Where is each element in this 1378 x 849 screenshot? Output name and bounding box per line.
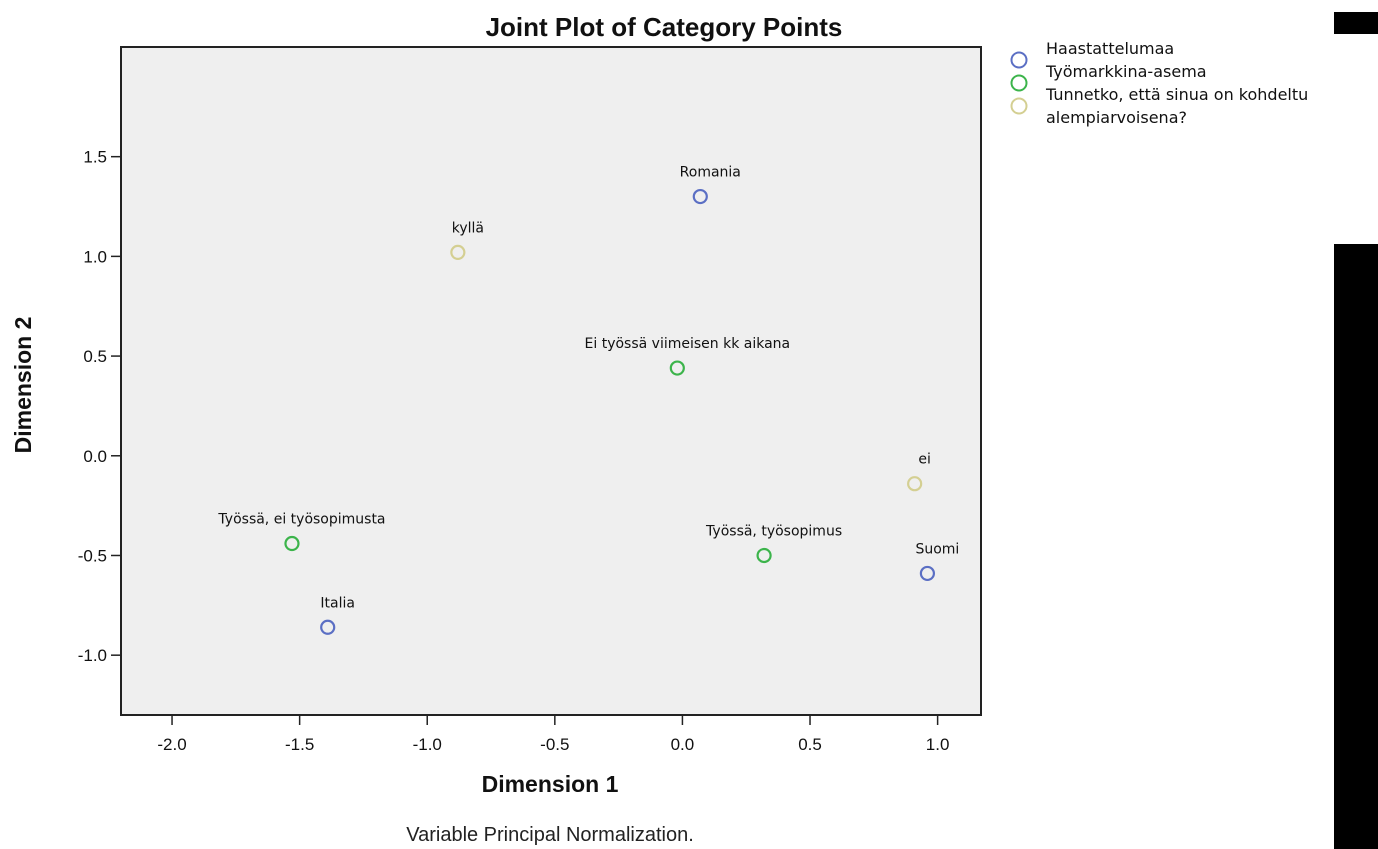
legend-marker bbox=[1010, 51, 1028, 69]
data-point bbox=[907, 476, 923, 492]
y-tick-label: 1.0 bbox=[83, 247, 107, 266]
legend-label: alempiarvoisena? bbox=[1046, 108, 1187, 127]
data-point bbox=[284, 535, 300, 552]
data-point bbox=[919, 565, 936, 582]
point-label: Työssä, ei työsopimusta bbox=[217, 512, 385, 528]
data-point bbox=[756, 547, 772, 564]
x-tick-label: -0.5 bbox=[540, 735, 569, 754]
data-point bbox=[692, 188, 708, 205]
legend: Haastattelumaa Työmarkkina-asema Tunnetko,… bbox=[1010, 39, 1308, 127]
point-label: Italia bbox=[320, 595, 355, 611]
x-tick-label: 1.0 bbox=[926, 735, 950, 754]
plot-area bbox=[120, 46, 982, 716]
x-tick-label: -1.5 bbox=[285, 735, 314, 754]
chart-footnote: Variable Principal Normalization. bbox=[406, 824, 694, 846]
y-tick-label: -0.5 bbox=[78, 546, 107, 565]
point-label: Ei työssä viimeisen kk aikana bbox=[585, 336, 791, 352]
black-bar-right bbox=[1334, 244, 1378, 849]
x-tick-label: -1.0 bbox=[413, 735, 442, 754]
point-label: Työssä, työsopimus bbox=[705, 523, 842, 539]
y-axis-title: Dimension 2 bbox=[10, 317, 36, 454]
point-label: Suomi bbox=[915, 541, 959, 557]
legend-label: Tunnetko, että sinua on kohdeltu bbox=[1045, 85, 1308, 104]
legend-label: Työmarkkina-asema bbox=[1045, 62, 1207, 81]
legend-marker bbox=[1010, 97, 1028, 115]
data-point bbox=[450, 244, 466, 260]
x-axis-title: Dimension 1 bbox=[482, 771, 619, 797]
point-label: Romania bbox=[680, 165, 741, 181]
x-axis: -2.0 -1.5 -1.0 -0.5 0.0 0.5 1.0 bbox=[157, 715, 949, 754]
data-point bbox=[320, 619, 336, 635]
point-label: kyllä bbox=[452, 220, 484, 236]
x-tick-label: 0.0 bbox=[671, 735, 695, 754]
legend-marker bbox=[1010, 74, 1028, 92]
data-point bbox=[669, 360, 685, 376]
x-tick-label: -2.0 bbox=[157, 735, 186, 754]
black-bar-top bbox=[1334, 12, 1378, 34]
points-layer: Romania Italia Suomi Ei työssä viimeisen kk… bbox=[217, 165, 959, 635]
y-tick-label: 1.5 bbox=[83, 148, 107, 167]
chart-title: Joint Plot of Category Points bbox=[486, 12, 843, 42]
y-tick-label: 0.5 bbox=[83, 347, 107, 366]
y-tick-label: -1.0 bbox=[78, 646, 107, 665]
x-tick-label: 0.5 bbox=[798, 735, 822, 754]
legend-label: Haastattelumaa bbox=[1046, 39, 1174, 58]
y-tick-label: 0.0 bbox=[83, 447, 107, 466]
point-label: ei bbox=[918, 452, 931, 468]
y-axis: 1.5 1.0 0.5 0.0 -0.5 -1.0 bbox=[78, 148, 121, 665]
